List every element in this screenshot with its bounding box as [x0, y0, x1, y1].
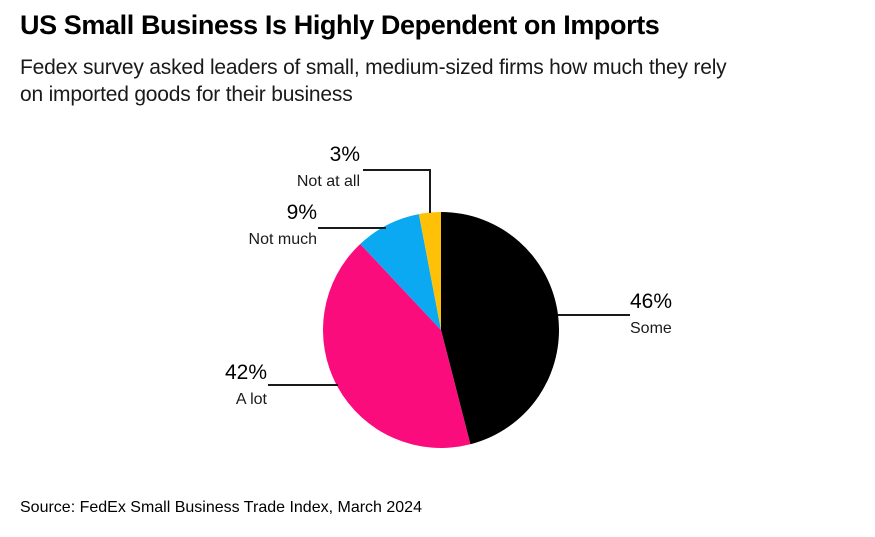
callout-some-pct: 46% [630, 290, 673, 313]
leader-line-not-at-all-horizontal [363, 169, 430, 171]
callout-a-lot: 42% A lot [225, 360, 267, 410]
callout-some: 46% Some [630, 289, 672, 339]
leader-line-not-at-all-vertical [429, 169, 431, 213]
callout-some-name: Some [630, 320, 672, 337]
pie-slice-not-much [360, 214, 441, 330]
chart-subtitle-line-2: on imported goods for their business [20, 83, 353, 106]
pie-slice-a-lot [323, 243, 471, 448]
callout-not-at-all-pct: 3% [329, 143, 360, 166]
callout-not-much: 9% Not much [249, 200, 317, 250]
chart-title: US Small Business Is Highly Dependent on… [20, 10, 660, 40]
callout-a-lot-name: A lot [235, 391, 267, 408]
callout-not-much-name: Not much [248, 231, 317, 248]
callout-not-at-all-name: Not at all [296, 173, 360, 190]
chart-subtitle: Fedex survey asked leaders of small, med… [20, 54, 727, 108]
callout-not-at-all: 3% Not at all [297, 142, 360, 192]
leader-line-a-lot [268, 384, 338, 386]
pie-svg [323, 212, 559, 448]
callout-a-lot-pct: 42% [224, 361, 267, 384]
pie-chart [323, 212, 559, 448]
pie-slice-not-at-all [418, 212, 441, 330]
leader-line-some [558, 314, 630, 316]
source-attribution: Source: FedEx Small Business Trade Index… [20, 499, 422, 516]
pie-slice-some [441, 212, 559, 445]
chart-subtitle-line-1: Fedex survey asked leaders of small, med… [20, 56, 727, 79]
callout-not-much-pct: 9% [286, 201, 317, 224]
leader-line-not-much [318, 227, 386, 229]
